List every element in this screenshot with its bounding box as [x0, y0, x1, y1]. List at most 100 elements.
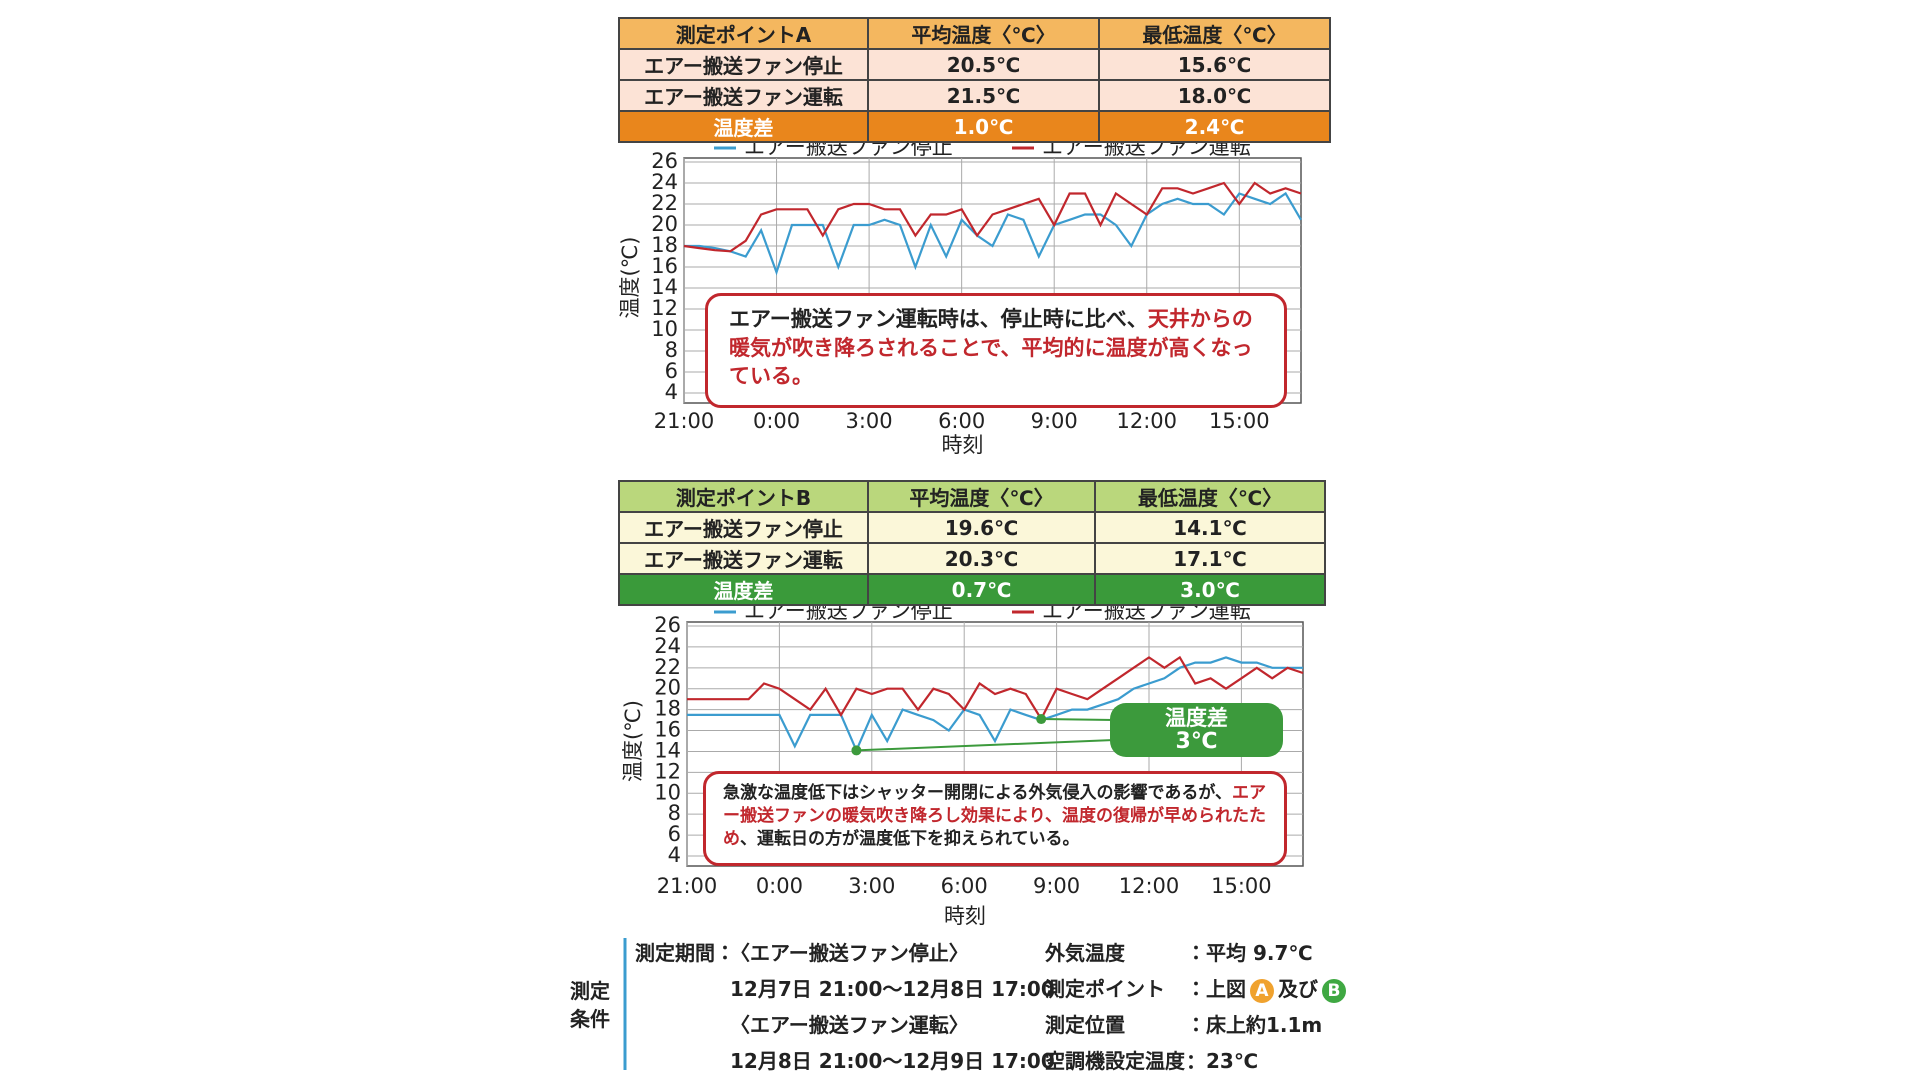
x-tick-label: 21:00: [657, 874, 718, 898]
y-tick-label: 12: [654, 759, 681, 783]
callout-box: [1110, 703, 1283, 757]
table-cell: 17.1℃: [1094, 542, 1326, 575]
annotation: エアー搬送ファン運転時は、停止時に比べ、天井からの暖気が吹き降ろされることで、平…: [705, 293, 1287, 408]
callout-leader: [1041, 718, 1115, 721]
x-axis-label: 時刻: [944, 904, 986, 928]
x-tick-label: 15:00: [1211, 874, 1272, 898]
x-tick-label: 12:00: [1116, 409, 1177, 433]
y-tick-label: 26: [654, 613, 681, 637]
condition-name: 外気温度: [1045, 941, 1125, 965]
header-cell: 平均温度〈℃〉: [867, 17, 1100, 50]
point-badge: A: [1250, 979, 1274, 1003]
table-cell: エアー搬送ファン運転: [618, 542, 869, 575]
table-row: エアー搬送ファン運転 20.3℃ 17.1℃: [618, 542, 1326, 575]
y-tick-label: 24: [651, 170, 678, 194]
data-line: [683, 181, 1302, 253]
data-line: [687, 656, 1303, 754]
table-cell: 20.3℃: [867, 542, 1096, 575]
y-tick-label: 12: [651, 296, 678, 320]
difference-row: 温度差 1.0℃ 2.4℃: [618, 110, 1331, 143]
x-axis-label: 時刻: [942, 433, 984, 457]
condition-name: 測定ポイント: [1045, 977, 1165, 1001]
callout-point: [851, 745, 862, 756]
difference-row: 温度差 0.7℃ 3.0℃: [618, 573, 1326, 606]
period-range: 12月7日 21:00〜12月8日 17:00: [730, 977, 1055, 1001]
y-tick-label: 20: [654, 676, 681, 700]
table-cell: 19.6℃: [867, 511, 1096, 544]
x-tick-label: 9:00: [1033, 874, 1080, 898]
y-tick-label: 22: [654, 655, 681, 679]
y-tick-label: 22: [651, 191, 678, 215]
header-cell: 最低温度〈℃〉: [1098, 17, 1331, 50]
x-tick-label: 6:00: [941, 874, 988, 898]
condition-value-text: ：床上約1.1m: [1186, 1013, 1323, 1037]
y-tick-label: 4: [665, 380, 678, 404]
period-range: 12月8日 21:00〜12月9日 17:00: [730, 1049, 1055, 1073]
annotation-text: 天井からの暖気が吹き降ろされることで、平均的に温度が高くなっている。: [729, 307, 1253, 389]
data-line: [684, 191, 1302, 276]
x-tick-label: 12:00: [1119, 874, 1180, 898]
y-tick-label: 24: [654, 634, 681, 658]
condition-name: 空調機設定温度: [1045, 1049, 1185, 1073]
period-name: 〈エアー搬送ファン停止〉: [730, 941, 969, 965]
annotation-text: エアー搬送ファン運転時は、停止時に比べ、: [729, 307, 1148, 332]
header-cell: 測定ポイントB: [618, 480, 869, 513]
conditions-label: 条件: [570, 1007, 610, 1031]
table-row: エアー搬送ファン停止 20.5℃ 15.6℃: [618, 48, 1331, 81]
y-tick-label: 6: [668, 822, 681, 846]
table-cell: 温度差: [618, 110, 869, 143]
y-tick-label: 6: [665, 359, 678, 383]
condition-value: ：23℃: [1186, 1045, 1258, 1074]
table-row: エアー搬送ファン停止 19.6℃ 14.1℃: [618, 511, 1326, 544]
y-tick-label: 16: [654, 718, 681, 742]
condition-value: ：上図 A 及び B: [1186, 973, 1350, 1003]
y-tick-label: 8: [668, 801, 681, 825]
table-cell: 20.5℃: [867, 48, 1100, 81]
table-row: エアー搬送ファン運転 21.5℃ 18.0℃: [618, 79, 1331, 112]
table-cell: エアー搬送ファン停止: [618, 48, 869, 81]
y-tick-label: 20: [651, 212, 678, 236]
point-badge: B: [1322, 979, 1346, 1003]
y-tick-label: 10: [651, 317, 678, 341]
annotation-text: エアー搬送ファンの暖気吹き降ろし効果により、温度の復帰が早められたため: [723, 782, 1266, 849]
callout-title: 温度差: [1165, 706, 1228, 730]
x-tick-label: 3:00: [846, 409, 893, 433]
data-line: [687, 655, 1304, 722]
x-tick-label: 0:00: [756, 874, 803, 898]
y-tick-label: 14: [651, 275, 678, 299]
condition-value-text: ：平均 9.7℃: [1186, 941, 1313, 965]
table-cell: 0.7℃: [867, 573, 1096, 606]
callout-point: [1036, 714, 1047, 725]
x-tick-label: 0:00: [753, 409, 800, 433]
table-cell: 14.1℃: [1094, 511, 1326, 544]
header-cell: 測定ポイントA: [618, 17, 869, 50]
x-tick-label: 9:00: [1031, 409, 1078, 433]
y-tick-label: 26: [651, 149, 678, 173]
y-tick-label: 14: [654, 738, 681, 762]
condition-value: ：平均 9.7℃: [1186, 937, 1313, 966]
y-tick-label: 4: [668, 843, 681, 867]
table-cell: 21.5℃: [867, 79, 1100, 112]
table-cell: エアー搬送ファン停止: [618, 511, 869, 544]
y-tick-label: 10: [654, 780, 681, 804]
y-tick-label: 18: [651, 233, 678, 257]
x-tick-label: 6:00: [938, 409, 985, 433]
callout-leader: [856, 739, 1115, 752]
period-name: 〈エアー搬送ファン運転〉: [730, 1013, 969, 1037]
table-cell: 1.0℃: [867, 110, 1100, 143]
data-table: 測定ポイントA 平均温度〈℃〉 最低温度〈℃〉 エアー搬送ファン停止 20.5℃ 15.6…: [618, 17, 1331, 143]
table-header-row: 測定ポイントB 平均温度〈℃〉 最低温度〈℃〉: [618, 480, 1326, 513]
table-header-row: 測定ポイントA 平均温度〈℃〉 最低温度〈℃〉: [618, 17, 1331, 50]
annotation-text: 急激な温度低下はシャッター開閉による外気侵入の影響であるが、: [723, 782, 1232, 803]
table-cell: 温度差: [618, 573, 869, 606]
table-cell: 3.0℃: [1094, 573, 1326, 606]
annotation: 急激な温度低下はシャッター開閉による外気侵入の影響であるが、エアー搬送ファンの暖…: [703, 771, 1287, 866]
period-label: 測定期間：: [635, 941, 735, 965]
condition-value: ：床上約1.1m: [1186, 1009, 1322, 1038]
table-cell: エアー搬送ファン運転: [618, 79, 869, 112]
table-cell: 15.6℃: [1098, 48, 1331, 81]
header-cell: 最低温度〈℃〉: [1094, 480, 1326, 513]
condition-value-text: ：23℃: [1186, 1049, 1259, 1073]
y-tick-label: 16: [651, 254, 678, 278]
